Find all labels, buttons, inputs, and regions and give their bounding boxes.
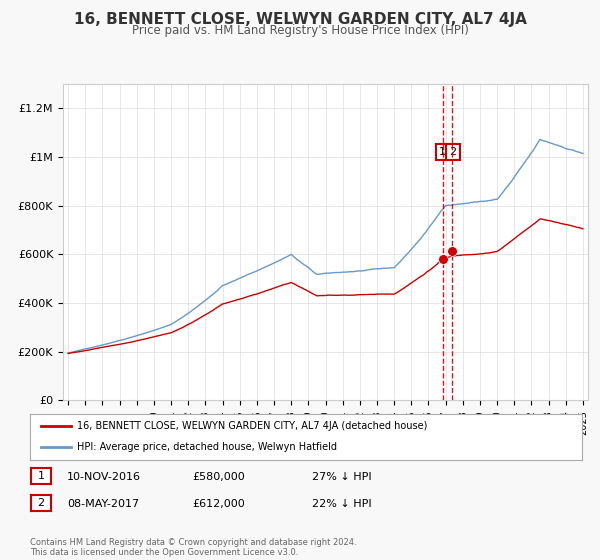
Text: 1: 1 [38, 471, 44, 481]
Text: 2: 2 [38, 498, 44, 508]
Text: HPI: Average price, detached house, Welwyn Hatfield: HPI: Average price, detached house, Welw… [77, 442, 337, 452]
Text: 10-NOV-2016: 10-NOV-2016 [67, 472, 141, 482]
Text: Contains HM Land Registry data © Crown copyright and database right 2024.
This d: Contains HM Land Registry data © Crown c… [30, 538, 356, 557]
Text: 27% ↓ HPI: 27% ↓ HPI [312, 472, 371, 482]
Text: 08-MAY-2017: 08-MAY-2017 [67, 499, 139, 509]
Text: 1: 1 [439, 147, 446, 157]
Text: 2: 2 [449, 147, 456, 157]
Text: 22% ↓ HPI: 22% ↓ HPI [312, 499, 371, 509]
Text: 16, BENNETT CLOSE, WELWYN GARDEN CITY, AL7 4JA: 16, BENNETT CLOSE, WELWYN GARDEN CITY, A… [74, 12, 526, 27]
Text: Price paid vs. HM Land Registry's House Price Index (HPI): Price paid vs. HM Land Registry's House … [131, 24, 469, 37]
Text: 16, BENNETT CLOSE, WELWYN GARDEN CITY, AL7 4JA (detached house): 16, BENNETT CLOSE, WELWYN GARDEN CITY, A… [77, 421, 427, 431]
Text: £580,000: £580,000 [192, 472, 245, 482]
Text: £612,000: £612,000 [192, 499, 245, 509]
